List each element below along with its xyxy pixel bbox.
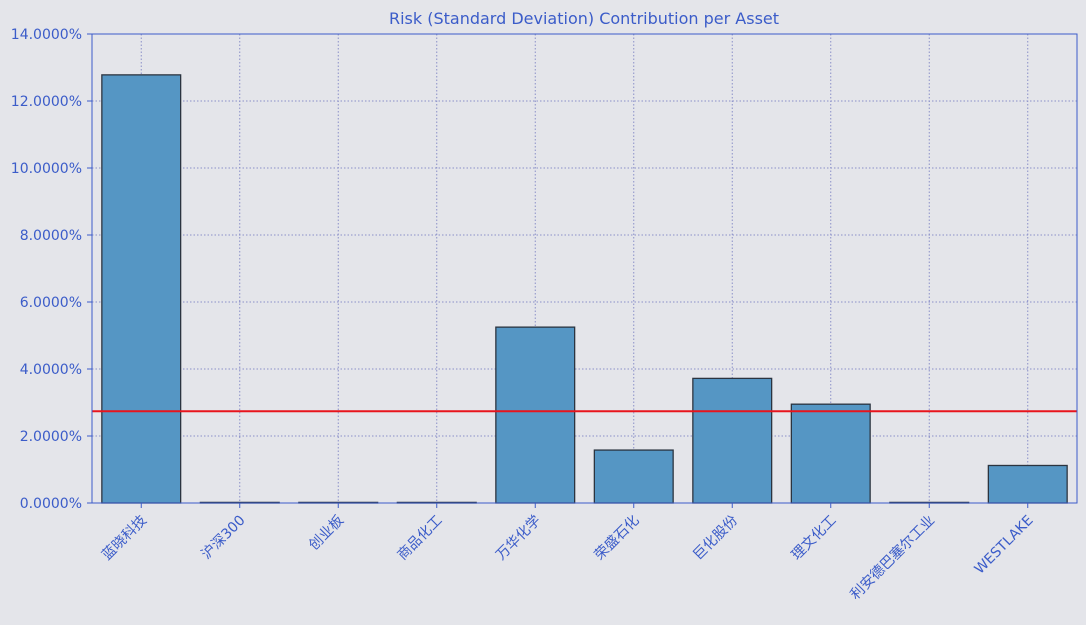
axes bbox=[87, 33, 1078, 508]
y-tick-label: 4.0000% bbox=[20, 362, 82, 378]
y-tick-labels: 0.0000% 2.0000% 4.0000% 6.0000% 8.0000% 10.00… bbox=[11, 27, 82, 512]
y-tick-label: 8.0000% bbox=[20, 228, 82, 244]
y-tick-label: 2.0000% bbox=[20, 429, 82, 445]
y-tick-label: 14.0000% bbox=[11, 27, 82, 43]
bars bbox=[101, 74, 1068, 504]
chart-title: Risk (Standard Deviation) Contribution p… bbox=[389, 9, 779, 28]
bar bbox=[101, 74, 182, 504]
y-tick-label: 12.0000% bbox=[11, 94, 82, 110]
bar bbox=[790, 403, 871, 504]
y-tick-label: 6.0000% bbox=[20, 295, 82, 311]
bar bbox=[593, 449, 674, 504]
plot-frame bbox=[91, 33, 1078, 504]
y-tick-label: 0.0000% bbox=[20, 496, 82, 512]
y-tick-label: 10.0000% bbox=[11, 161, 82, 177]
bar bbox=[692, 377, 773, 504]
bar bbox=[495, 326, 576, 504]
bar bbox=[987, 464, 1068, 504]
